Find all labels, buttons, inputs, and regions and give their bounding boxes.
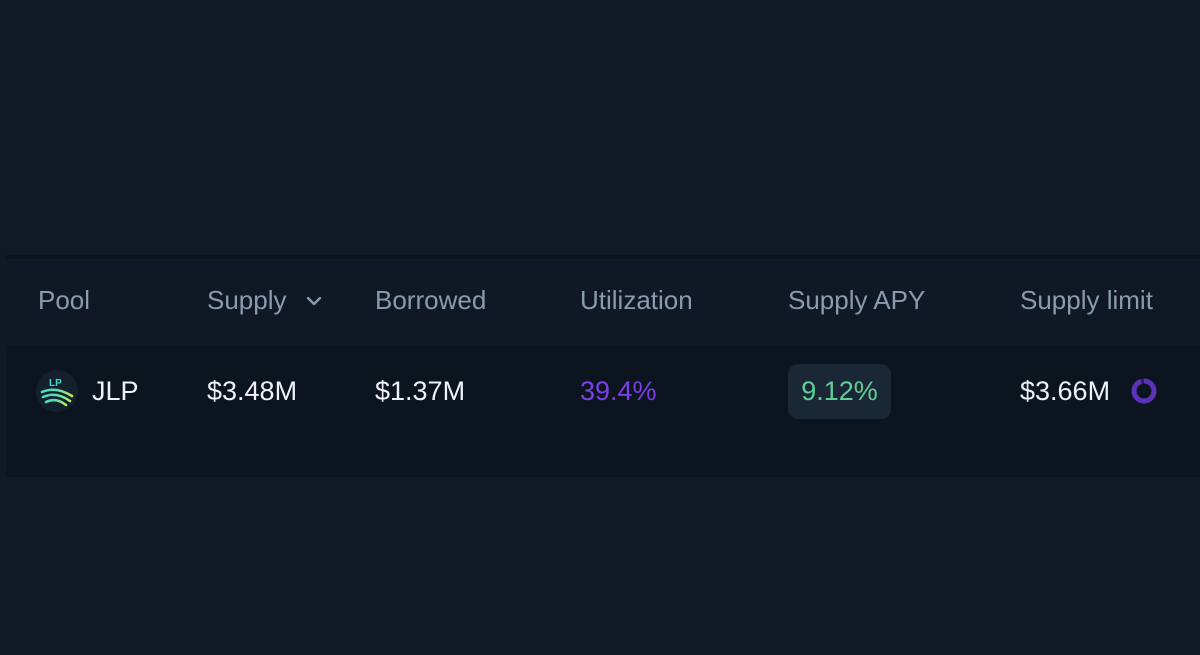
header-pool: Pool xyxy=(38,285,90,316)
chevron-down-icon xyxy=(306,296,321,305)
pool-name: JLP xyxy=(92,375,139,406)
table-header-row: Pool Supply Borrowed Utilization Supply … xyxy=(6,259,1200,341)
jlp-token-icon: LP xyxy=(36,370,78,412)
pool-cell: LP JLP xyxy=(36,370,139,412)
header-supply-limit[interactable]: Supply limit xyxy=(1020,285,1153,316)
supply-value: $3.48M xyxy=(207,375,298,406)
pools-table: Pool Supply Borrowed Utilization Supply … xyxy=(6,255,1200,477)
supply-cell: $3.48M xyxy=(207,373,297,409)
header-utilization-label: Utilization xyxy=(580,285,693,315)
pool-icon-text: LP xyxy=(49,378,62,389)
supply-limit-value: $3.66M xyxy=(1020,375,1111,406)
header-borrowed-label: Borrowed xyxy=(375,285,487,315)
header-supply-label: Supply xyxy=(207,285,287,315)
header-supply-apy[interactable]: Supply APY xyxy=(788,285,925,316)
header-supply-sort-button[interactable]: Supply xyxy=(207,285,323,316)
header-supply-apy-label: Supply APY xyxy=(788,285,926,315)
utilization-value: 39.4% xyxy=(580,375,657,406)
borrowed-value: $1.37M xyxy=(375,375,466,406)
supply-apy-badge: 9.12% xyxy=(788,364,891,419)
borrowed-cell: $1.37M xyxy=(375,373,465,409)
header-pool-label: Pool xyxy=(38,285,91,315)
limit-progress-ring-icon xyxy=(1131,378,1157,404)
header-borrowed[interactable]: Borrowed xyxy=(375,285,486,316)
supply-apy-value: 9.12% xyxy=(801,376,878,406)
header-supply-limit-label: Supply limit xyxy=(1020,285,1153,315)
utilization-cell: 39.4% xyxy=(580,373,657,409)
supply-limit-cell: $3.66M xyxy=(1020,373,1158,409)
header-utilization[interactable]: Utilization xyxy=(580,285,693,316)
table-row[interactable]: LP JLP $3.48M $1.37M 39.4% 9.12% xyxy=(6,345,1200,477)
